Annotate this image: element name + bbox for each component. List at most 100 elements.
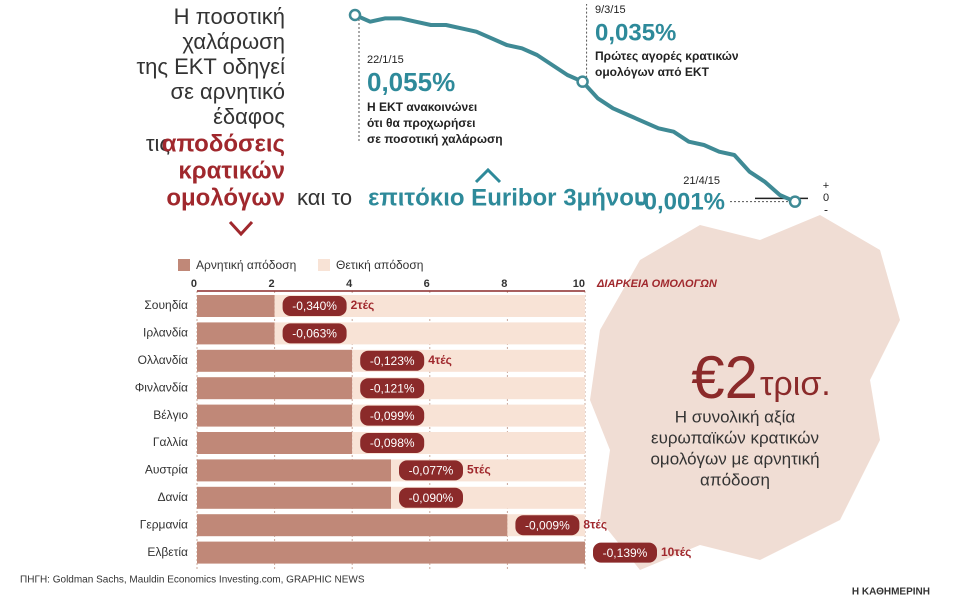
yield-pill [593,542,657,563]
duration-label: 2τές [351,298,375,312]
x-tick-label: 2 [268,278,274,290]
date-label: 22/1/15 [367,54,404,66]
category-label: Ελβετία [147,545,188,559]
bar [197,514,508,537]
duration-label: 10τές [661,545,691,559]
bar [274,322,585,345]
value-label: 0,055% [367,67,455,97]
bar [197,377,353,400]
chevron-up [474,167,502,184]
category-label: Σουηδία [144,298,188,312]
duration-label: 5τές [467,463,491,477]
headline-line: έδαφος [213,104,285,129]
headline-line: σε αρνητικό [170,79,285,104]
category-label: Αυστρία [145,463,188,477]
category-label: Γερμανία [140,517,188,531]
category-label: Ολλανδία [138,353,188,367]
yield-label: -0,340% [292,299,337,313]
callout-line: ευρωπαϊκών κρατικών [651,428,819,447]
date-label: 21/4/15 [683,175,720,187]
yield-label: -0,098% [370,436,415,450]
callout-line: ομολόγων με αρνητική [650,449,819,468]
annotation: ομολόγων από ΕΚΤ [595,65,710,79]
headline-rate-prefix: και το [297,185,352,210]
headline-bonds-prefix: τις [146,131,170,156]
bar [197,432,353,454]
value-label: -0,001% [636,188,725,215]
bar [197,322,275,345]
x-tick-label: 6 [424,278,430,290]
yield-pill [515,515,580,536]
bar [197,295,275,317]
legend-swatch [318,259,330,271]
point [576,75,589,88]
yield-label: -0,077% [409,464,454,478]
source: ΠΗΓΗ: Goldman Sachs, Mauldin Economics I… [20,575,365,586]
yield-label: -0,090% [409,491,454,505]
yield-label: -0,099% [370,409,415,423]
yield-label: -0,121% [370,381,415,395]
europe-map [590,215,900,570]
bar [197,404,353,427]
callout-amount: €2 [691,344,758,411]
value-label: 0,035% [595,19,676,46]
x-tick-label: 0 [191,278,197,290]
yield-pill [360,433,425,453]
yield-pill [282,296,347,316]
category-label: Βέλγιο [153,408,188,422]
yield-pill [399,487,463,508]
headline-bonds: ομολόγων [166,184,285,211]
annotation: Πρώτες αγορές κρατικών [595,49,739,63]
callout-line: Η συνολική αξία [675,407,796,426]
credit: Η ΚΑΘΗΜΕΡΙΝΗ [852,587,930,598]
duration-label: 8τές [583,517,607,531]
bar [197,349,353,372]
yield-label: -0,123% [370,354,415,368]
point [788,195,802,208]
annotation: σε ποσοτική χαλάρωση [367,132,503,146]
x-tick-label: 10 [573,278,585,290]
x-tick-label: 4 [346,278,353,290]
annotation: Η ΕΚΤ ανακοινώνει [367,100,477,114]
headline-line: χαλάρωση [182,29,285,54]
callout-line: απόδοση [700,470,770,489]
annotation: ότι θα προχωρήσει [367,116,476,130]
yield-label: -0,063% [292,327,337,341]
bar [197,486,391,509]
category-label: Γαλλία [153,435,188,449]
bar [274,295,585,317]
bar [197,459,391,482]
headline-bonds: αποδόσεις [162,130,285,157]
legend-label: Αρνητική απόδοση [196,258,296,272]
chevron-down [228,220,254,237]
callout-unit: τρισ. [760,365,831,403]
yield-label: -0,139% [603,546,648,560]
headline-line: της ΕΚΤ οδηγεί [136,54,285,79]
headline-line: Η ποσοτική [174,4,285,29]
x-tick-label: 8 [501,278,507,290]
line-series [354,13,796,204]
headline-bonds: κρατικών [178,157,285,184]
yield-pill [360,350,425,371]
sign-label: - [824,203,828,217]
category-label: Ιρλανδία [143,326,188,340]
yield-pill [360,378,425,399]
yield-label: -0,009% [525,518,570,532]
category-label: Δανία [157,490,188,504]
yield-pill [282,323,347,344]
category-label: Φινλανδία [135,380,188,394]
yield-pill [360,405,425,426]
legend-label: Θετική απόδοση [336,258,423,272]
point [348,8,362,22]
legend-swatch [178,259,190,271]
duration-label: 4τές [428,353,452,367]
headline-rate: επιτόκιο Euribor 3μήνου [368,184,648,211]
y-tick-label: 0 [823,192,829,204]
bar [197,541,585,564]
yield-pill [399,460,463,481]
sign-label: + [823,180,829,192]
x-axis-label: ΔΙΑΡΚΕΙΑ ΟΜΟΛΟΓΩΝ [596,278,718,290]
